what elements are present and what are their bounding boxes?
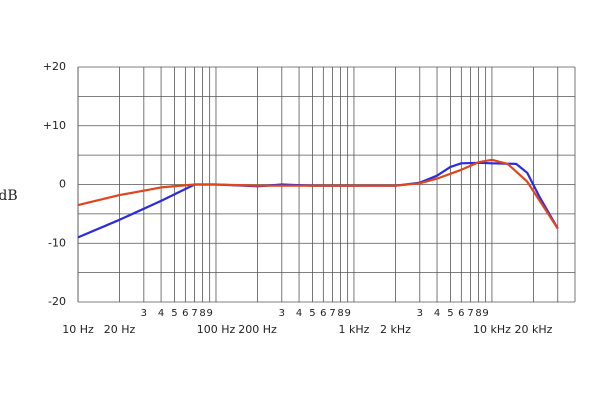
x-tick-label: 6 (458, 308, 464, 319)
x-tick-label: 3 (417, 308, 423, 319)
x-tick-label: 3 (279, 308, 285, 319)
x-tick-label: 7 (467, 308, 473, 319)
x-tick-label: 10 kHz (473, 323, 511, 336)
x-tick-label: 20 Hz (104, 323, 136, 336)
x-tick-label: 6 (320, 308, 326, 319)
x-tick-label: 200 Hz (238, 323, 277, 336)
y-tick-label: 0 (59, 178, 66, 191)
x-tick-label: 5 (447, 308, 453, 319)
x-tick-label: 9 (482, 308, 488, 319)
x-tick-label: 6 (182, 308, 188, 319)
x-tick-label: 3 (141, 308, 147, 319)
x-tick-label: 7 (329, 308, 335, 319)
x-tick-label: 1 kHz (338, 323, 369, 336)
x-tick-label: 8 (199, 308, 205, 319)
x-tick-label: 9 (206, 308, 212, 319)
x-tick-label: 5 (309, 308, 315, 319)
x-tick-label: 4 (158, 308, 164, 319)
x-tick-label: 8 (475, 308, 481, 319)
x-tick-label: 10 Hz (62, 323, 94, 336)
y-axis-title: dB (0, 188, 18, 204)
y-tick-label: +10 (43, 119, 66, 132)
x-tick-label: 4 (296, 308, 302, 319)
x-tick-label: 8 (337, 308, 343, 319)
x-tick-label: 5 (171, 308, 177, 319)
response-curve (77, 158, 559, 230)
x-tick-label: 100 Hz (197, 323, 236, 336)
x-tick-label: 2 kHz (380, 323, 411, 336)
y-tick-label: -10 (48, 236, 66, 249)
x-tick-label: 20 kHz (515, 323, 553, 336)
y-tick-label: +20 (43, 60, 66, 73)
x-tick-label: 4 (434, 308, 440, 319)
x-tick-label: 7 (191, 308, 197, 319)
y-tick-label: -20 (48, 295, 66, 308)
x-tick-label: 9 (344, 308, 350, 319)
